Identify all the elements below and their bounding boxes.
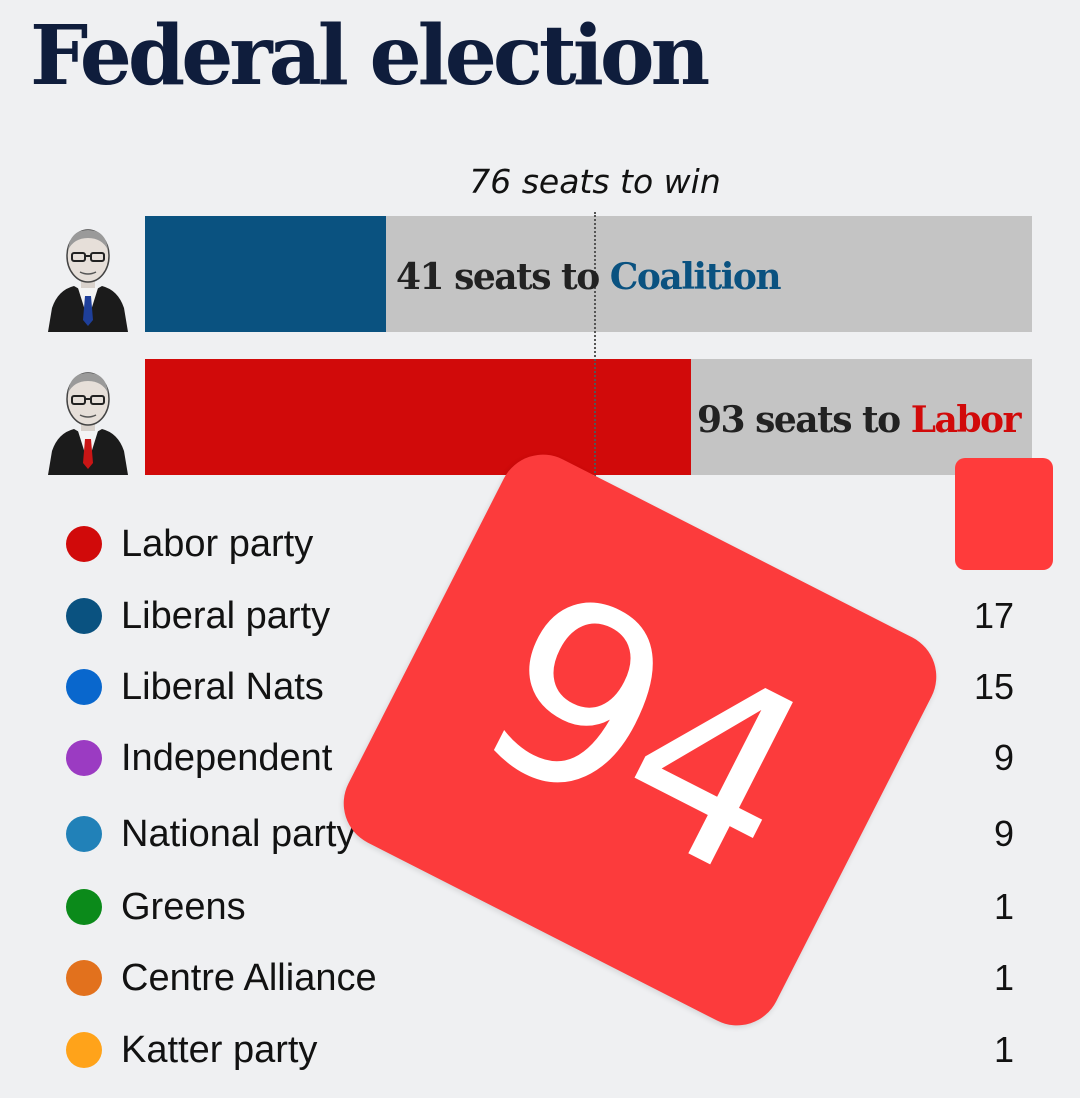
bar-caption: 93 seats to Labor: [696, 359, 1022, 475]
party-color-dot: [66, 669, 102, 705]
party-seat-count: 1: [993, 1029, 1014, 1070]
party-color-dot: [66, 740, 102, 776]
party-name: Liberal Nats: [121, 666, 324, 708]
party-row: Liberal party 17: [0, 580, 1080, 652]
party-name: National party: [121, 813, 356, 855]
party-color-dot: [66, 816, 102, 852]
bar-caption-party: Coalition: [609, 256, 782, 298]
party-seat-count: 15: [973, 666, 1014, 707]
party-row: Independent 9: [0, 722, 1080, 794]
leader-portrait-icon: [44, 216, 132, 332]
party-row: National party 9: [0, 798, 1080, 870]
threshold-line: [594, 212, 596, 497]
party-seat-count: 17: [973, 595, 1014, 636]
bar-track: 93 seats to Labor: [145, 359, 1032, 475]
page-title: Federal election: [30, 8, 710, 104]
party-seat-count: 9: [993, 813, 1014, 854]
bar-caption-text: 41 seats to: [396, 256, 610, 298]
party-color-dot: [66, 889, 102, 925]
party-seat-count: 1: [993, 886, 1014, 927]
party-color-dot: [66, 960, 102, 996]
threshold-label: 76 seats to win: [469, 162, 721, 201]
party-seat-count: 1: [993, 957, 1014, 998]
party-color-dot: [66, 1032, 102, 1068]
party-row: Greens 1: [0, 871, 1080, 943]
party-seat-count: 9: [993, 737, 1014, 778]
party-name: Independent: [121, 737, 333, 779]
party-row: Katter party 1: [0, 1014, 1080, 1086]
leader-portrait-icon: [44, 359, 132, 475]
bar-caption: 41 seats to Coalition: [396, 216, 782, 332]
party-name: Liberal party: [121, 595, 331, 637]
party-name: Greens: [121, 886, 246, 928]
party-row: Labor party: [0, 508, 1080, 580]
party-name: Labor party: [121, 523, 314, 565]
party-row: Centre Alliance 1: [0, 942, 1080, 1014]
bar-caption-text: 93 seats to: [696, 399, 911, 441]
party-name: Centre Alliance: [121, 957, 377, 999]
seat-bar: [145, 216, 386, 332]
bar-track: 41 seats to Coalition: [145, 216, 1032, 332]
bar-caption-party: Labor: [910, 399, 1022, 441]
party-color-dot: [66, 598, 102, 634]
party-row: Liberal Nats 15: [0, 651, 1080, 723]
party-name: Katter party: [121, 1029, 318, 1071]
corner-badge: [955, 458, 1053, 570]
party-color-dot: [66, 526, 102, 562]
seat-bar: [145, 359, 691, 475]
